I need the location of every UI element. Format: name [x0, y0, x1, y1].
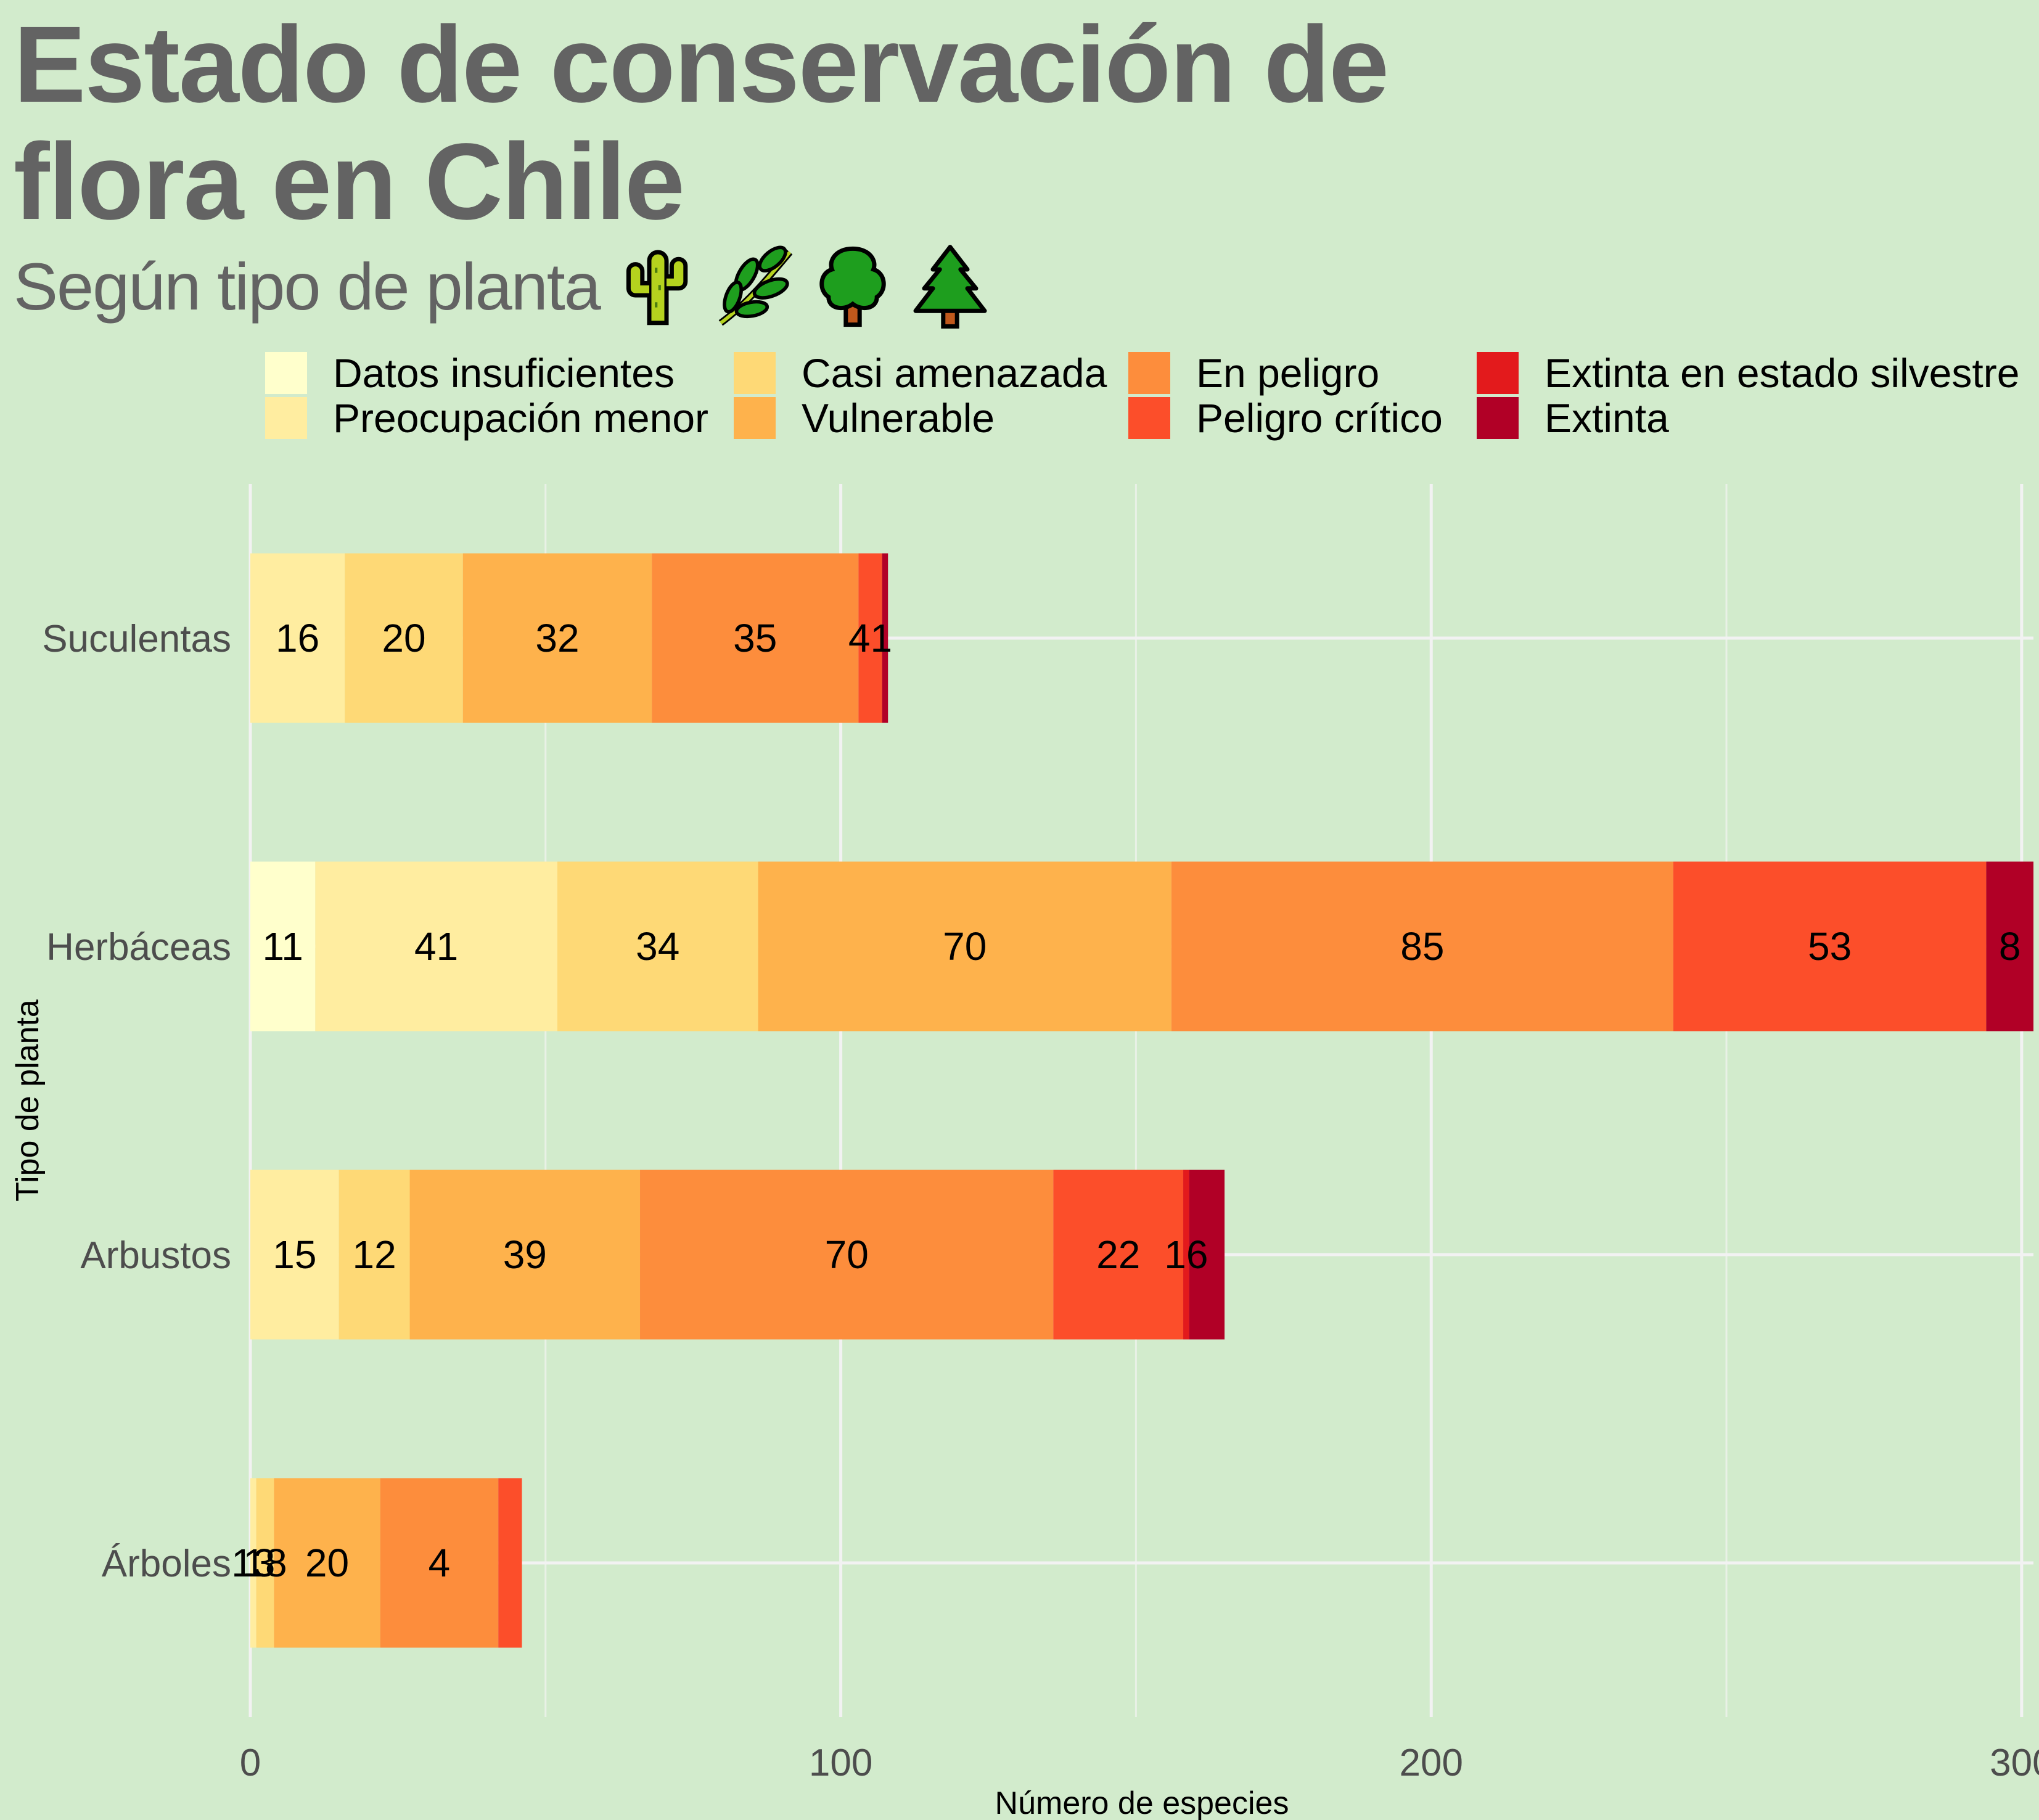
- legend-label: Preocupación menor: [333, 395, 709, 441]
- data-label: 41: [848, 616, 892, 660]
- y-tick-label: Herbáceas: [46, 926, 231, 969]
- data-label: 15: [273, 1232, 316, 1277]
- bar-segment: [1986, 861, 2033, 1031]
- herb-icon: [718, 245, 793, 326]
- data-label: 53: [1808, 924, 1852, 969]
- legend-item: Peligro crítico: [1128, 395, 1477, 441]
- bar-segment: [1053, 1170, 1184, 1340]
- legend-key: [265, 351, 307, 394]
- legend-item: Casi amenazada: [734, 350, 1128, 396]
- cactus-icon: [626, 250, 688, 326]
- bar-segment: [498, 1478, 522, 1648]
- bar-segment: [882, 553, 888, 723]
- y-tick-label: Suculentas: [42, 618, 231, 660]
- bar-segment: [274, 1478, 380, 1648]
- chart-subtitle: Según tipo de planta: [14, 244, 993, 330]
- legend-label: En peligro: [1196, 350, 1380, 396]
- legend-label: Casi amenazada: [802, 350, 1107, 396]
- data-label: 39: [503, 1232, 547, 1277]
- chart-title: Estado de conservación de flora en Chile: [14, 4, 1389, 242]
- data-label: 35: [733, 616, 777, 660]
- bar-segment: [858, 553, 882, 723]
- data-label: 20: [382, 616, 425, 660]
- legend-key: [1477, 396, 1519, 439]
- legend-item: Vulnerable: [734, 395, 1128, 441]
- legend-label: Datos insuficientes: [333, 350, 675, 396]
- evergreen-tree-icon: [913, 245, 987, 329]
- legend-item: Datos insuficientes: [265, 350, 734, 396]
- bar-segment: [1183, 1170, 1189, 1340]
- data-label: 11: [262, 924, 303, 969]
- bar-segment: [758, 861, 1171, 1031]
- legend: Datos insuficientes Preocupación menor Cas…: [265, 350, 2032, 441]
- legend-label: Extinta: [1545, 395, 1669, 441]
- bar-segment: [557, 861, 758, 1031]
- x-tick-label: 0: [240, 1742, 261, 1784]
- bar-segment: [1673, 861, 1987, 1031]
- data-label: 4: [429, 1541, 451, 1585]
- subtitle-text: Según tipo de planta: [14, 249, 601, 324]
- bar-segment: [250, 1478, 256, 1648]
- data-label: 12: [353, 1232, 396, 1277]
- legend-label: Vulnerable: [802, 395, 995, 441]
- data-label: 16: [276, 616, 319, 660]
- bar-segment: [345, 553, 463, 723]
- bar-segment: [409, 1170, 641, 1340]
- data-label: 18: [243, 1541, 287, 1585]
- data-label: 20: [305, 1541, 349, 1585]
- data-label: 85: [1400, 924, 1444, 969]
- x-tick-label: 200: [1400, 1742, 1463, 1784]
- data-label: 13: [231, 1541, 275, 1585]
- data-label: 34: [636, 924, 679, 969]
- legend-key: [734, 396, 776, 439]
- x-tick-label: 100: [809, 1742, 872, 1784]
- y-tick-label: Árboles: [102, 1543, 231, 1585]
- legend-item: Extinta: [1477, 395, 2032, 441]
- legend-label: Extinta en estado silvestre: [1545, 350, 2020, 396]
- bar-segment: [640, 1170, 1054, 1340]
- x-axis-title: Número de especies: [995, 1785, 1289, 1820]
- legend-key: [1477, 351, 1519, 394]
- bar-segment: [1189, 1170, 1225, 1340]
- bar-segment: [250, 861, 316, 1031]
- x-tick-label: 300: [1990, 1742, 2039, 1784]
- legend-key: [1128, 351, 1170, 394]
- bar-segment: [315, 861, 557, 1031]
- legend-key: [734, 351, 776, 394]
- bar-segment: [380, 1478, 499, 1648]
- legend-item: Extinta en estado silvestre: [1477, 350, 2032, 396]
- legend-item: Preocupación menor: [265, 395, 734, 441]
- data-label: 8: [1999, 924, 2021, 969]
- bar-segment: [250, 553, 345, 723]
- bar-segment: [652, 553, 859, 723]
- bar-segment: [338, 1170, 410, 1340]
- bar-segment: [256, 1478, 274, 1648]
- data-label: 70: [825, 1232, 869, 1277]
- y-axis-title: Tipo de planta: [10, 999, 46, 1202]
- bar-segment: [1171, 861, 1673, 1031]
- data-label: 41: [414, 924, 458, 969]
- data-label: 70: [943, 924, 987, 969]
- legend-label: Peligro crítico: [1196, 395, 1443, 441]
- legend-key: [1128, 396, 1170, 439]
- data-label: 22: [1096, 1232, 1140, 1277]
- y-tick-label: Arbustos: [80, 1234, 231, 1277]
- legend-key: [265, 396, 307, 439]
- legend-item: En peligro: [1128, 350, 1477, 396]
- data-label: 32: [535, 616, 579, 660]
- deciduous-tree-icon: [819, 246, 886, 327]
- bar-segment: [462, 553, 652, 723]
- data-label: 16: [1164, 1232, 1208, 1277]
- bar-segment: [250, 1170, 339, 1340]
